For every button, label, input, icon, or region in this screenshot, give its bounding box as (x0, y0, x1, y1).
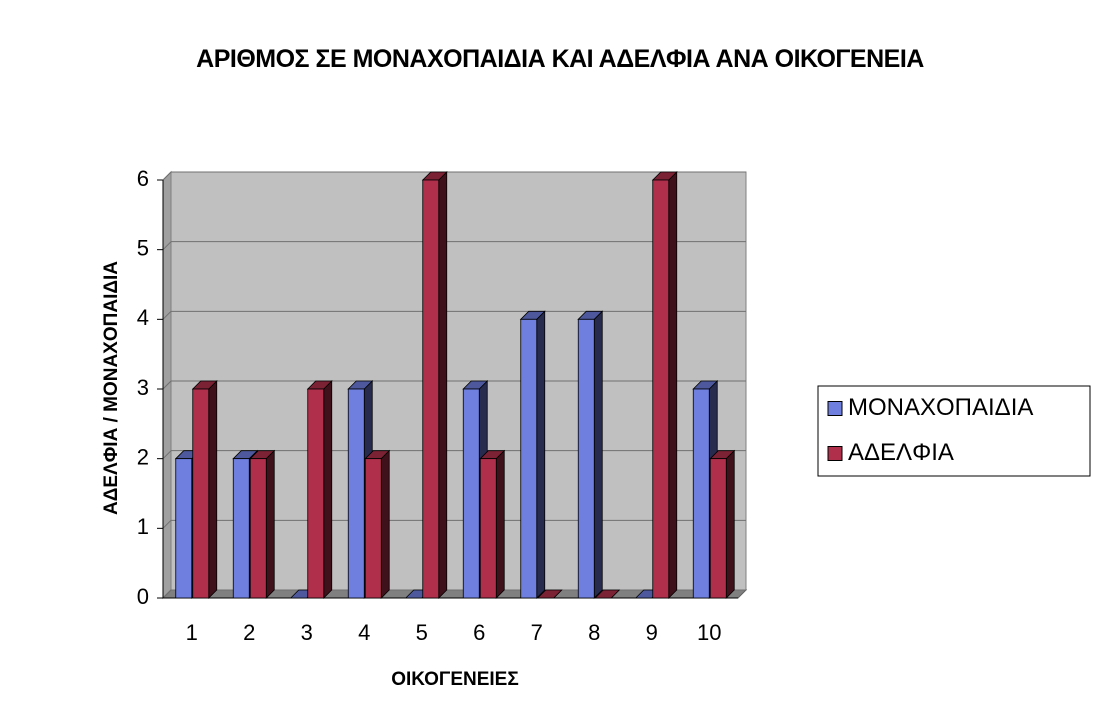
bar-front (692, 388, 710, 599)
bar-front (652, 179, 670, 599)
bar (364, 449, 391, 599)
x-axis-label: ΟΙΚΟΓΕΝΕΙΕΣ (391, 669, 519, 690)
bar (709, 449, 736, 599)
bar (651, 171, 678, 599)
y-axis-label: ΑΔΕΛΦΙΑ / ΜΟΝΑΧΟΠΑΙΔΙΑ (101, 261, 122, 515)
bar-front (192, 388, 210, 599)
grid-line (162, 171, 172, 181)
bar-front (462, 388, 480, 599)
bar-top (594, 589, 621, 599)
bar-side (536, 310, 546, 599)
bar-side (438, 171, 448, 599)
bar-side (593, 310, 603, 599)
y-tick-label: 0 (137, 584, 149, 609)
legend-swatch (827, 446, 843, 461)
bar-front (347, 388, 365, 599)
bar-front (422, 179, 440, 599)
bar-side (323, 380, 333, 599)
grid-line (162, 380, 172, 390)
x-tick-label: 8 (588, 620, 600, 645)
y-tick-label: 6 (137, 166, 149, 191)
x-tick-label: 6 (473, 620, 485, 645)
y-tick-label: 3 (137, 375, 149, 400)
bar-side (380, 449, 390, 599)
chart-title: ΑΡΙΘΜΟΣ ΣΕ ΜΟΝΑΧΟΠΑΙΔΙΑ ΚΑΙ ΑΔΕΛΦΙΑ ΑΝΑ … (196, 45, 924, 73)
bar-front (479, 458, 497, 599)
bar-front (175, 458, 193, 599)
bar (536, 589, 563, 599)
bar-front (249, 458, 267, 599)
bar-front (307, 388, 325, 599)
x-tick-label: 2 (243, 620, 255, 645)
legend-box (817, 385, 1091, 477)
y-tick-label: 1 (137, 514, 149, 539)
x-tick-label: 9 (646, 620, 658, 645)
bar (594, 589, 621, 599)
y-tick-label: 2 (137, 444, 149, 469)
bar (191, 380, 218, 599)
bar (479, 449, 506, 599)
grid-line (162, 310, 172, 320)
bar-side (668, 171, 678, 599)
x-tick-label: 1 (186, 620, 198, 645)
bar (577, 310, 604, 599)
legend-swatch (827, 401, 843, 416)
x-tick-label: 7 (531, 620, 543, 645)
grid-line (162, 241, 172, 251)
bar (421, 171, 448, 599)
bar-front (232, 458, 250, 599)
bar-top (536, 589, 563, 599)
legend-label: ΑΔΕΛΦΙΑ (848, 439, 954, 466)
bar-front (577, 318, 595, 599)
legend-label: ΜΟΝΑΧΟΠΑΙΔΙΑ (848, 394, 1033, 421)
bar-side (265, 449, 275, 599)
grid-line (162, 589, 172, 599)
y-tick-label: 5 (137, 235, 149, 260)
bar-side (208, 380, 218, 599)
bar (306, 380, 333, 599)
bar-front (520, 318, 538, 599)
bar-front (709, 458, 727, 599)
bar-side (495, 449, 505, 599)
x-tick-label: 4 (358, 620, 370, 645)
x-tick-label: 3 (301, 620, 313, 645)
grid-line (162, 450, 172, 460)
bar (519, 310, 546, 599)
bar-front (364, 458, 382, 599)
bar-side (725, 449, 735, 599)
x-tick-label: 10 (697, 620, 721, 645)
x-tick-label: 5 (416, 620, 428, 645)
bar (249, 449, 276, 599)
grid-line (162, 519, 172, 529)
y-tick-label: 4 (137, 305, 149, 330)
